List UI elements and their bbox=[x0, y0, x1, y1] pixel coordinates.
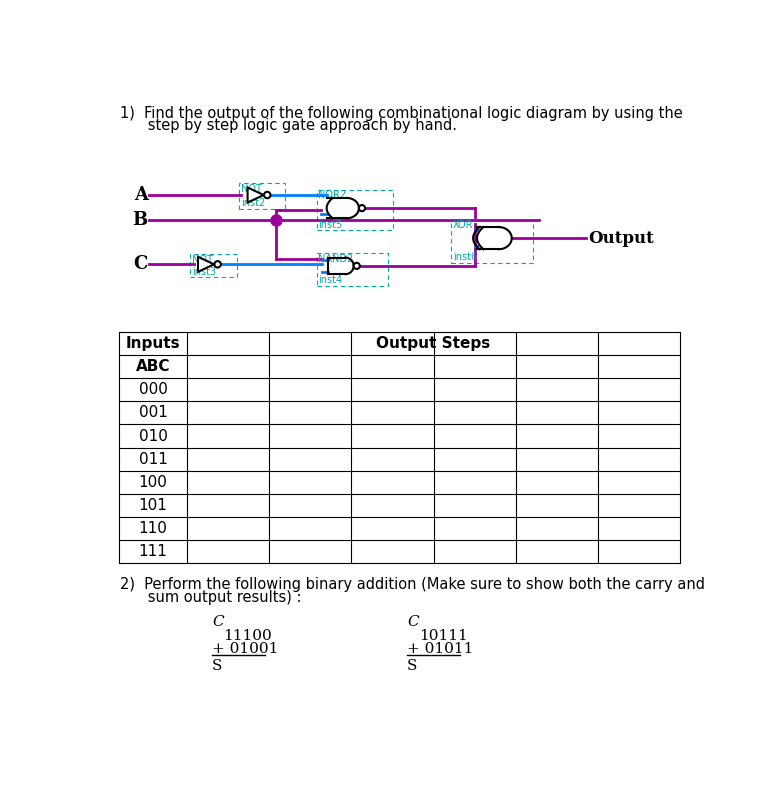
Text: 11100: 11100 bbox=[223, 629, 272, 642]
Text: 10111: 10111 bbox=[419, 629, 468, 642]
Text: 001: 001 bbox=[138, 406, 167, 421]
Text: 110: 110 bbox=[138, 521, 167, 536]
Text: C: C bbox=[212, 615, 223, 630]
Text: 100: 100 bbox=[138, 475, 167, 490]
Text: S: S bbox=[407, 659, 418, 672]
Bar bbox=[451, 220, 533, 263]
Text: NOR2: NOR2 bbox=[318, 191, 346, 200]
Text: inst5: inst5 bbox=[318, 220, 342, 229]
Text: 101: 101 bbox=[138, 498, 167, 513]
Text: inst4: inst4 bbox=[318, 275, 342, 285]
Text: NAND2: NAND2 bbox=[318, 254, 353, 263]
Circle shape bbox=[215, 261, 221, 267]
Text: B: B bbox=[132, 211, 148, 229]
Text: C: C bbox=[133, 255, 148, 274]
Text: inst6: inst6 bbox=[453, 252, 477, 262]
Text: 010: 010 bbox=[138, 429, 167, 444]
Text: inst3: inst3 bbox=[192, 267, 216, 277]
Polygon shape bbox=[198, 257, 214, 272]
Text: Output Steps: Output Steps bbox=[377, 336, 491, 351]
Bar bbox=[191, 255, 237, 278]
Text: NOT: NOT bbox=[240, 184, 261, 195]
Text: Output: Output bbox=[589, 229, 654, 247]
Text: + 01011: + 01011 bbox=[407, 642, 474, 657]
Text: sum output results) :: sum output results) : bbox=[121, 590, 302, 605]
Text: step by step logic gate approach by hand.: step by step logic gate approach by hand… bbox=[121, 118, 457, 133]
Text: inst2: inst2 bbox=[240, 198, 265, 208]
Text: ABC: ABC bbox=[136, 359, 170, 374]
Circle shape bbox=[264, 191, 271, 199]
Polygon shape bbox=[247, 187, 264, 202]
Text: NOT: NOT bbox=[192, 255, 212, 265]
Text: 111: 111 bbox=[138, 544, 167, 559]
Text: + 01001: + 01001 bbox=[212, 642, 279, 657]
Text: Inputs: Inputs bbox=[126, 336, 180, 351]
Bar bbox=[317, 190, 394, 230]
Circle shape bbox=[354, 263, 359, 269]
Text: 011: 011 bbox=[138, 452, 167, 467]
Bar bbox=[239, 184, 285, 209]
Circle shape bbox=[359, 205, 365, 211]
Text: XOR: XOR bbox=[453, 221, 474, 230]
Text: C: C bbox=[407, 615, 419, 630]
Text: 1)  Find the output of the following combinational logic diagram by using the: 1) Find the output of the following comb… bbox=[121, 106, 683, 121]
Text: 000: 000 bbox=[138, 382, 167, 397]
Text: A: A bbox=[134, 186, 148, 204]
Text: S: S bbox=[212, 659, 223, 672]
Text: 2)  Perform the following binary addition (Make sure to show both the carry and: 2) Perform the following binary addition… bbox=[121, 577, 706, 592]
Bar bbox=[317, 253, 388, 286]
